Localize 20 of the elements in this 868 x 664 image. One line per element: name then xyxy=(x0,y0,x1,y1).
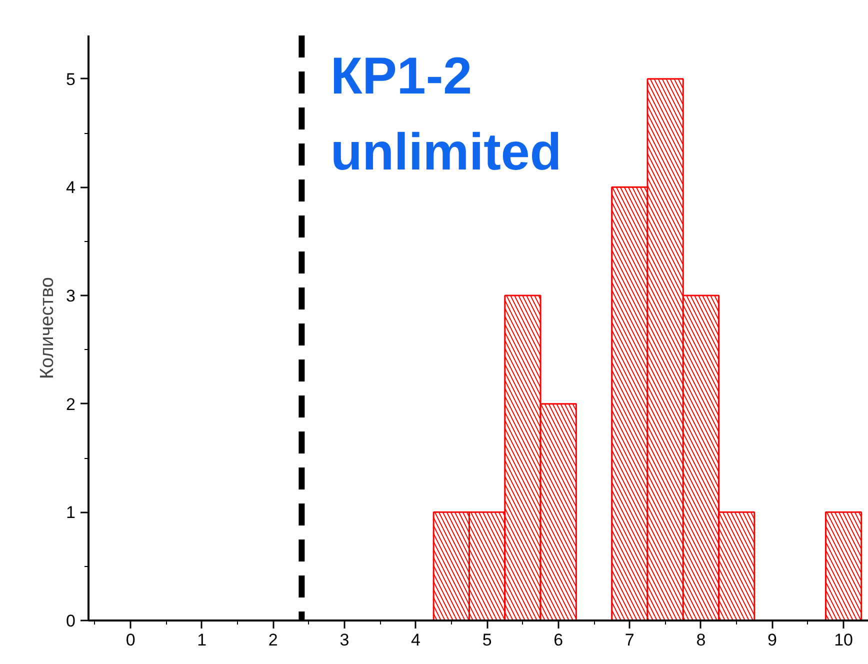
y-tick-label: 4 xyxy=(66,178,76,198)
y-tick-label: 2 xyxy=(66,394,76,414)
y-tick-label: 3 xyxy=(66,286,76,306)
y-tick-label: 0 xyxy=(66,612,76,630)
y-tick-label: 5 xyxy=(66,70,76,89)
x-tick-label: 4 xyxy=(411,630,420,650)
y-tick-label: 1 xyxy=(66,503,76,522)
x-tick-label: 0 xyxy=(126,630,136,650)
x-tick-label: 10 xyxy=(834,630,854,650)
annotation: unlimited xyxy=(330,124,562,182)
x-tick-label: 3 xyxy=(340,630,350,650)
x-tick-label: 2 xyxy=(268,630,278,650)
annotation: КР1-2 xyxy=(330,48,472,106)
x-tick-label: 1 xyxy=(197,630,207,650)
x-tick-label: 7 xyxy=(624,630,634,650)
x-tick-label: 8 xyxy=(696,630,706,650)
y-axis-title: Количество xyxy=(37,276,58,380)
x-tick-label: 9 xyxy=(768,630,777,650)
x-tick-label: 5 xyxy=(482,630,492,650)
x-tick-label: 6 xyxy=(554,630,564,650)
